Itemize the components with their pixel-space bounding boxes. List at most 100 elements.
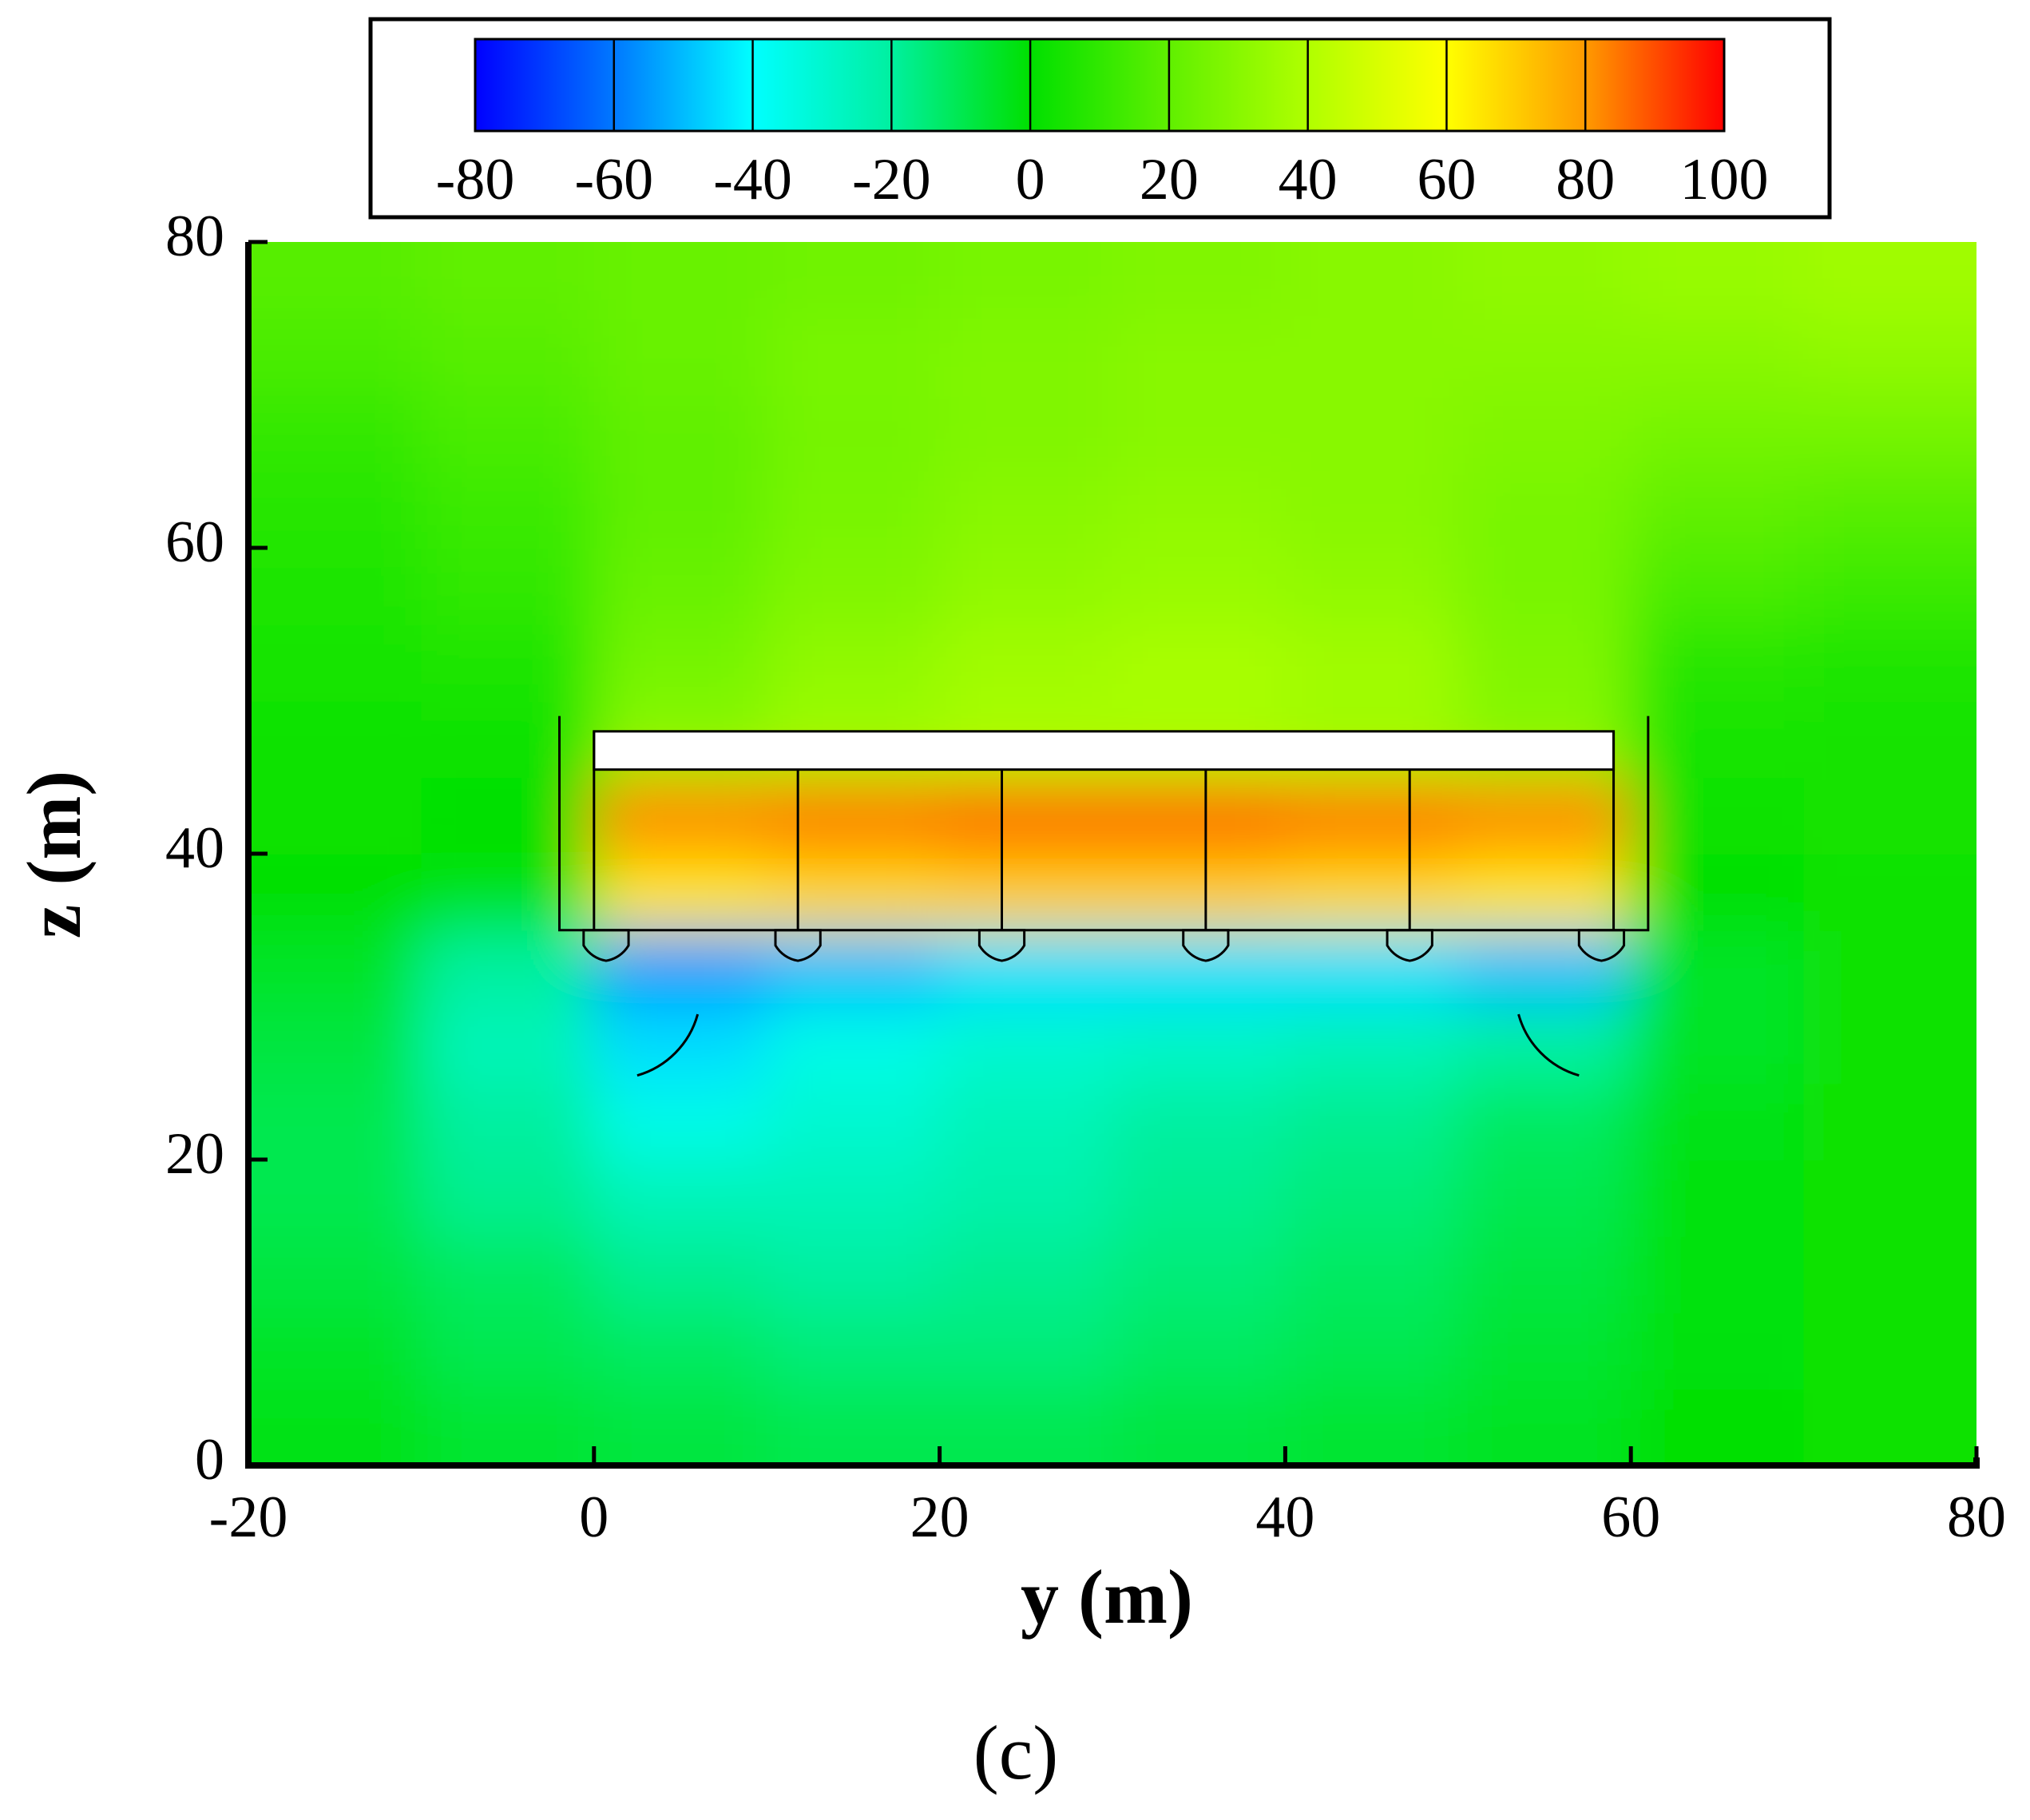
field-cell xyxy=(421,700,595,779)
field-cell xyxy=(767,1235,941,1314)
field-cell xyxy=(1631,1312,1805,1390)
field-cell xyxy=(1457,1006,1632,1084)
field-cell xyxy=(767,242,941,319)
field-cell xyxy=(1112,624,1287,702)
colorbar-tick-label: -80 xyxy=(436,147,515,212)
field-cell xyxy=(1285,1312,1459,1390)
field-cell xyxy=(248,1160,422,1237)
y-tick-label: 20 xyxy=(165,1121,224,1187)
field-cell xyxy=(1631,624,1805,702)
tank-walls xyxy=(558,716,1650,932)
field-cell xyxy=(1457,471,1632,549)
field-cell xyxy=(593,318,768,396)
field-cell xyxy=(767,395,941,473)
field-cell xyxy=(421,318,595,396)
field-cell xyxy=(593,777,768,854)
field-cell xyxy=(1285,242,1459,319)
y-axis-title: z (m) xyxy=(11,771,97,939)
field-cell xyxy=(1631,1083,1805,1160)
field-cell xyxy=(767,854,941,931)
field-cell xyxy=(939,242,1113,319)
field-cell xyxy=(767,1083,941,1160)
field-cell xyxy=(1112,242,1287,319)
field-cell xyxy=(1631,395,1805,473)
field-cell xyxy=(248,854,422,931)
field-cell xyxy=(939,548,1113,625)
field-cell xyxy=(593,548,768,625)
x-tick-label: 0 xyxy=(579,1485,609,1550)
field-cell xyxy=(1285,395,1459,473)
field-cell xyxy=(939,1006,1113,1084)
field-cell xyxy=(421,1006,595,1084)
field-cell xyxy=(1803,395,1976,473)
field-cell xyxy=(1285,1006,1459,1084)
field-cell xyxy=(939,1389,1113,1465)
colorbar-tick-label: 40 xyxy=(1279,147,1338,212)
pontoon xyxy=(1577,929,1626,962)
field-cell xyxy=(1457,1235,1632,1314)
field-cell xyxy=(1457,777,1632,854)
field-cell xyxy=(1631,471,1805,549)
field-cell xyxy=(1803,1083,1976,1160)
field-cell xyxy=(1112,1006,1287,1084)
field-cell xyxy=(939,930,1113,1008)
pontoon xyxy=(582,929,630,962)
field-cell xyxy=(421,854,595,931)
colorbar xyxy=(474,38,1726,133)
field-cell xyxy=(1457,242,1632,319)
mooring-arc xyxy=(1517,1013,1580,1077)
field-cell xyxy=(593,242,768,319)
field-cell xyxy=(1285,318,1459,396)
field-cell xyxy=(421,1160,595,1237)
field-cell xyxy=(1631,548,1805,625)
field-cell xyxy=(767,471,941,549)
legend-box xyxy=(368,17,1832,220)
field-cell xyxy=(767,548,941,625)
field-cell xyxy=(593,1083,768,1160)
field-cell xyxy=(939,471,1113,549)
x-tick-label: 60 xyxy=(1601,1485,1660,1550)
field-cell xyxy=(1803,1006,1976,1084)
y-tick-label: 40 xyxy=(165,815,224,881)
field-cell xyxy=(1457,395,1632,473)
field-cell xyxy=(939,1235,1113,1314)
field-cell xyxy=(1803,1312,1976,1390)
field-cell xyxy=(1457,624,1632,702)
pontoon xyxy=(1182,929,1230,962)
field-cell xyxy=(593,471,768,549)
field-cell xyxy=(939,777,1113,854)
colorbar-tick-label: 100 xyxy=(1680,147,1769,212)
pontoon xyxy=(1386,929,1433,962)
field-cell xyxy=(1112,1389,1287,1465)
mooring-arc xyxy=(636,1013,700,1077)
field-cell xyxy=(248,548,422,625)
field-cell xyxy=(939,1312,1113,1390)
x-axis-title: y (m) xyxy=(1021,1554,1193,1640)
field-cell xyxy=(1803,930,1976,1008)
field-cell xyxy=(939,395,1113,473)
y-tick-label: 0 xyxy=(195,1427,224,1493)
x-tick-label: 20 xyxy=(910,1485,969,1550)
field-cell xyxy=(421,1312,595,1390)
field-cell xyxy=(939,1083,1113,1160)
field-cell xyxy=(1631,1006,1805,1084)
field-cell xyxy=(1285,471,1459,549)
colorbar-tick-label: 0 xyxy=(1016,147,1045,212)
field-cell xyxy=(767,318,941,396)
field-cell xyxy=(593,624,768,702)
field-cell xyxy=(1285,1083,1459,1160)
pontoon xyxy=(977,929,1026,962)
field-cell xyxy=(1631,1160,1805,1237)
field-cell xyxy=(421,1389,595,1465)
tank-lid xyxy=(593,730,1616,771)
field-cell xyxy=(1112,1160,1287,1237)
field-cell xyxy=(1803,548,1976,625)
field-cell xyxy=(421,242,595,319)
field-cell xyxy=(421,777,595,854)
field-cell xyxy=(421,624,595,702)
field-cell xyxy=(1803,471,1976,549)
field-cell xyxy=(248,395,422,473)
field-cell xyxy=(1803,854,1976,931)
field-cell xyxy=(1803,1235,1976,1314)
field xyxy=(248,242,1976,1465)
